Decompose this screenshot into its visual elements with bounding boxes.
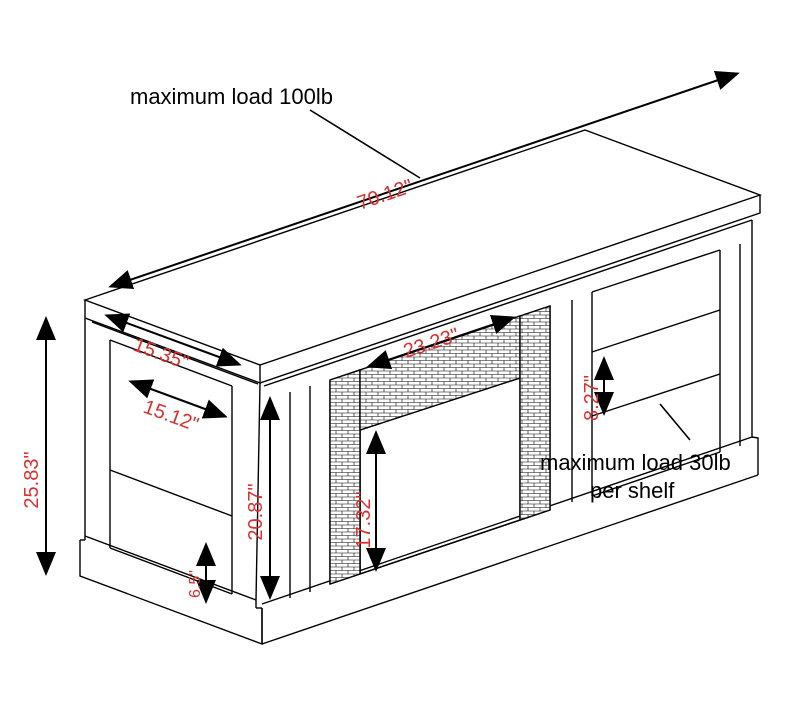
dim-base-h: 6.5": [187, 570, 204, 598]
dim-height: 25.83": [21, 451, 43, 508]
dim-fireplace-h: 17.32": [353, 491, 375, 548]
label-load-top: maximum load 100lb: [130, 84, 333, 109]
dim-inner-height: 20.87": [245, 483, 267, 540]
dimension-diagram: maximum load 100lb maximum load 30lb per…: [0, 0, 809, 722]
dim-inner-width: 15.12": [140, 396, 201, 436]
dim-depth: 15.35": [130, 334, 191, 374]
label-load-shelf-1: maximum load 30lb: [540, 450, 731, 475]
dim-shelf-h: 8.27": [581, 375, 603, 421]
label-load-shelf-2: per shelf: [590, 478, 675, 503]
dim-width: 70.12": [354, 175, 415, 214]
